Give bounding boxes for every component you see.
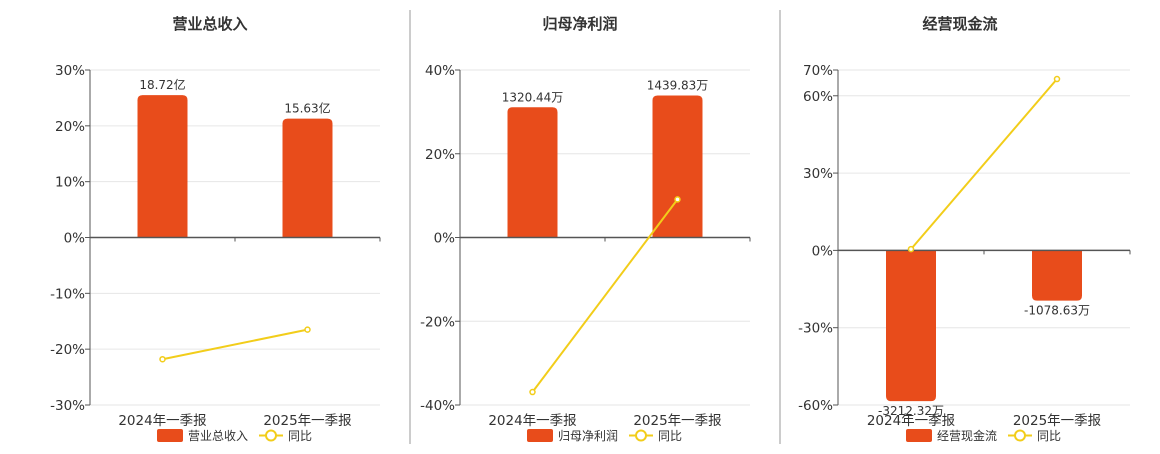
bar-data-label: 1320.44万 <box>502 90 564 104</box>
bar-data-label: 18.72亿 <box>139 77 185 92</box>
x-tick-label: 2024年一季报 <box>867 413 955 429</box>
y-tick-label: -60% <box>798 398 833 414</box>
y-tick-label: 20% <box>425 147 455 163</box>
x-tick-label: 2025年一季报 <box>263 413 351 429</box>
legend: 归母净利润 同比 <box>527 429 682 443</box>
yoy-point-2[interactable] <box>1053 75 1061 83</box>
y-tick-label: -20% <box>420 314 455 330</box>
y-tick-label: 10% <box>55 175 85 191</box>
yoy-point-1[interactable] <box>529 388 536 396</box>
x-tick-label: 2024年一季报 <box>488 413 576 429</box>
legend-marker-yoy[interactable] <box>635 429 647 442</box>
y-tick-label: -20% <box>50 342 85 358</box>
legend-swatch-bar[interactable] <box>157 429 183 442</box>
chart-title: 营业总收入 <box>172 15 247 33</box>
x-tick-label: 2024年一季报 <box>118 413 206 429</box>
yoy-point-1[interactable] <box>159 355 166 363</box>
y-tick-label: -30% <box>50 398 85 414</box>
legend: 经营现金流 同比 <box>906 428 1061 443</box>
y-tick-label: 30% <box>55 63 85 79</box>
bar-data-label: 15.63亿 <box>284 101 330 116</box>
y-tick-label: 40% <box>425 63 455 79</box>
legend-marker-yoy[interactable] <box>1014 429 1026 442</box>
yoy-point-2[interactable] <box>674 196 681 203</box>
bar-data-label: 1439.83万 <box>647 79 709 93</box>
bar-1[interactable] <box>886 250 936 402</box>
bar-data-label: -1078.63万 <box>1024 304 1090 318</box>
chart-panel-1: 营业总收入 30% 20% 10% 0% -10% -20% -30% 18.72亿 15.63亿… <box>50 15 381 443</box>
legend-swatch-bar[interactable] <box>527 429 553 442</box>
legend-label-bar: 营业总收入 <box>188 429 248 443</box>
chart-panel-2: 归母净利润 40% 20% 0% -20% -40% 1320.44万 1439.83万 202… <box>420 15 751 443</box>
y-tick-label: 60% <box>803 89 833 105</box>
y-tick-label: 30% <box>803 166 833 182</box>
legend-label-bar: 经营现金流 <box>937 428 997 443</box>
bar-1[interactable] <box>137 95 188 238</box>
y-tick-label: -30% <box>798 321 833 337</box>
chart-title: 归母净利润 <box>542 15 617 33</box>
bar-2[interactable] <box>282 118 333 238</box>
x-tick-label: 2025年一季报 <box>633 413 721 429</box>
yoy-point-2[interactable] <box>304 326 311 333</box>
chart-title: 经营现金流 <box>922 15 997 33</box>
y-tick-label: 20% <box>55 119 85 135</box>
yoy-line <box>910 78 1058 250</box>
legend-label-yoy: 同比 <box>288 429 312 443</box>
legend-label-yoy: 同比 <box>658 429 682 443</box>
chart-panel-3: 经营现金流 70% 60% 30% 0% -30% -60% -3212.32万 -1078.6… <box>798 15 1131 443</box>
y-tick-label: 0% <box>434 231 456 247</box>
legend: 营业总收入 同比 <box>157 429 312 443</box>
y-tick-label: 0% <box>812 243 834 259</box>
x-tick-label: 2025年一季报 <box>1013 413 1101 429</box>
legend-label-yoy: 同比 <box>1037 429 1061 443</box>
legend-marker-yoy[interactable] <box>265 429 277 442</box>
yoy-line <box>531 198 679 393</box>
y-tick-label: 0% <box>64 231 86 247</box>
y-tick-label: -10% <box>50 286 85 302</box>
y-tick-label: 70% <box>803 63 833 79</box>
bar-2[interactable] <box>652 95 703 238</box>
bar-data-label: -3212.32万 <box>878 404 944 418</box>
bar-2[interactable] <box>1032 250 1082 301</box>
legend-swatch-bar[interactable] <box>906 429 932 442</box>
yoy-line <box>162 328 308 361</box>
bar-1[interactable] <box>507 107 558 238</box>
yoy-point-1[interactable] <box>907 245 915 253</box>
y-tick-label: -40% <box>420 398 455 414</box>
legend-label-bar: 归母净利润 <box>558 429 618 443</box>
